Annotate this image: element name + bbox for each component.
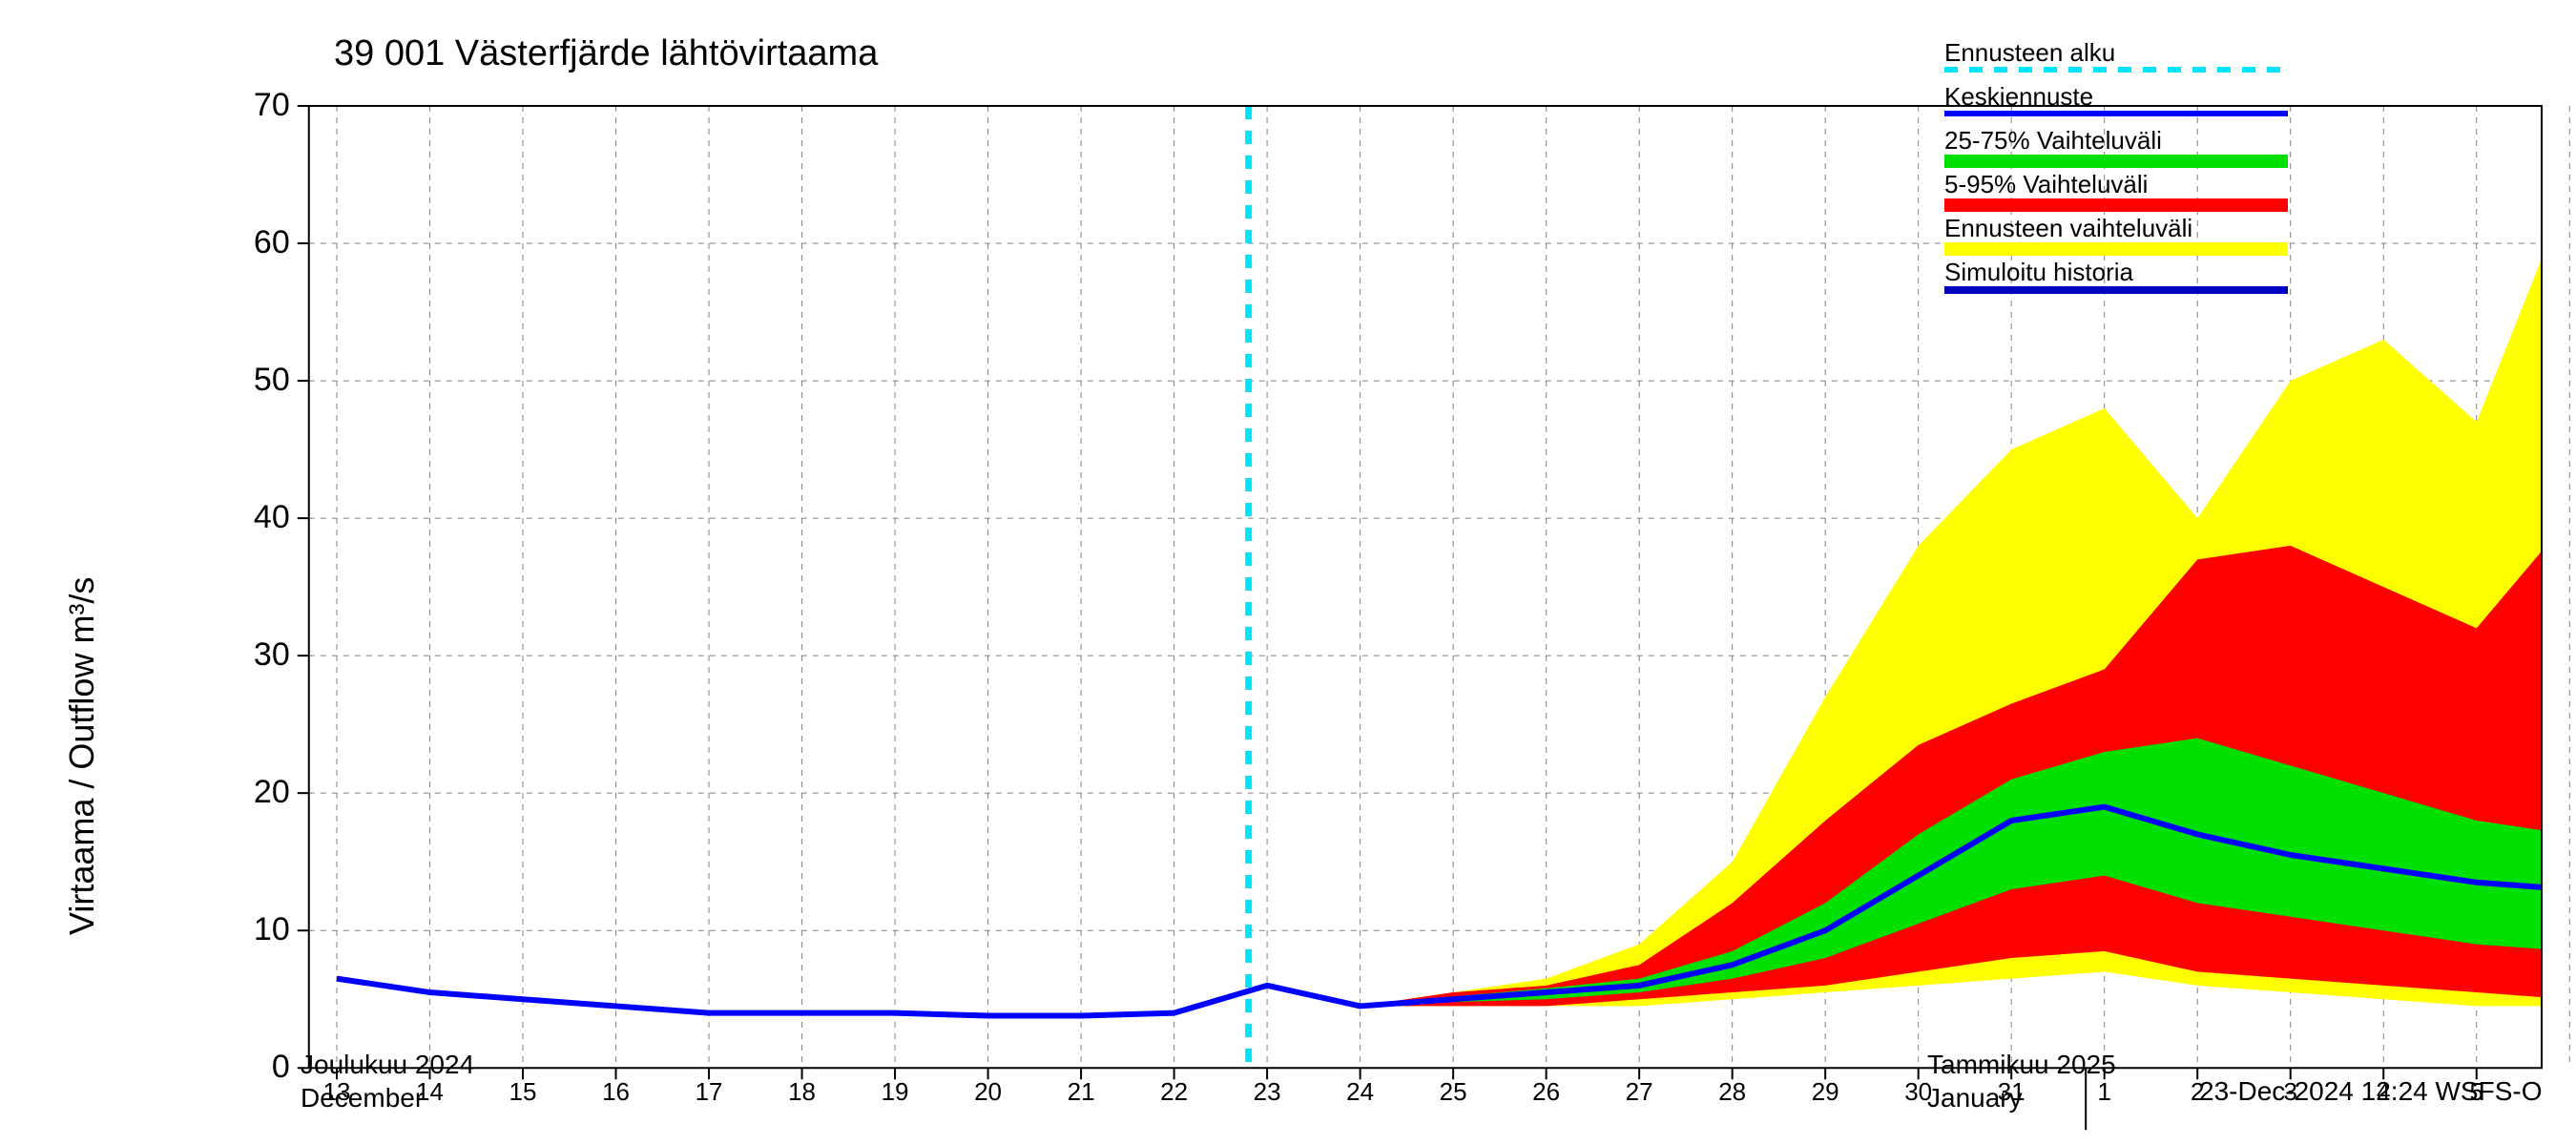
x-tick-label: 29	[1806, 1077, 1844, 1107]
y-tick-label: 70	[254, 87, 290, 124]
x-tick-label: 18	[783, 1077, 821, 1107]
x-tick-label: 17	[690, 1077, 728, 1107]
legend-label: Ennusteen alku	[1944, 38, 2307, 68]
x-tick-label: 26	[1527, 1077, 1566, 1107]
legend-swatch	[1944, 198, 2288, 212]
legend-entry: Simuloitu historia	[1944, 258, 2307, 302]
month-label-left-2: December	[301, 1083, 424, 1114]
x-tick-label: 28	[1714, 1077, 1752, 1107]
chart-container: 39 001 Västerfjärde lähtövirtaama Virtaa…	[0, 0, 2576, 1145]
legend-swatch	[1944, 111, 2288, 116]
month-label-right-1: Tammikuu 2025	[1927, 1050, 2116, 1080]
x-tick-label: 19	[876, 1077, 914, 1107]
y-tick-label: 10	[254, 911, 290, 948]
legend-entry: Ennusteen alku	[1944, 38, 2307, 82]
footer-timestamp: 23-Dec-2024 12:24 WSFS-O	[2199, 1076, 2543, 1107]
x-tick-label: 22	[1155, 1077, 1194, 1107]
x-tick-label: 15	[504, 1077, 542, 1107]
month-label-left-1: Joulukuu 2024	[301, 1050, 474, 1080]
legend-entry: Ennusteen vaihteluväli	[1944, 214, 2307, 258]
x-tick-label: 1	[2086, 1077, 2124, 1107]
y-tick-label: 60	[254, 224, 290, 261]
y-tick-label: 30	[254, 636, 290, 674]
x-tick-label: 21	[1062, 1077, 1100, 1107]
legend-entry: 5-95% Vaihteluväli	[1944, 170, 2307, 214]
y-tick-label: 20	[254, 774, 290, 811]
legend-label: 25-75% Vaihteluväli	[1944, 126, 2307, 156]
y-tick-label: 50	[254, 362, 290, 399]
legend-swatch	[1944, 286, 2288, 294]
legend-label: Keskiennuste	[1944, 82, 2307, 112]
legend-entry: 25-75% Vaihteluväli	[1944, 126, 2307, 170]
y-tick-label: 40	[254, 499, 290, 536]
x-tick-label: 24	[1341, 1077, 1380, 1107]
x-tick-label: 25	[1434, 1077, 1472, 1107]
legend-label: Ennusteen vaihteluväli	[1944, 214, 2307, 243]
y-tick-label: 0	[272, 1049, 290, 1086]
x-tick-label: 23	[1248, 1077, 1286, 1107]
legend-swatch	[1944, 155, 2288, 168]
legend-swatch	[1944, 242, 2288, 256]
month-label-right-2: January	[1927, 1083, 2023, 1114]
x-tick-label: 16	[597, 1077, 635, 1107]
legend-label: Simuloitu historia	[1944, 258, 2307, 287]
x-tick-label: 27	[1620, 1077, 1658, 1107]
x-tick-label: 20	[969, 1077, 1008, 1107]
legend-label: 5-95% Vaihteluväli	[1944, 170, 2307, 199]
legend-swatch	[1944, 67, 2288, 73]
legend-entry: Keskiennuste	[1944, 82, 2307, 126]
